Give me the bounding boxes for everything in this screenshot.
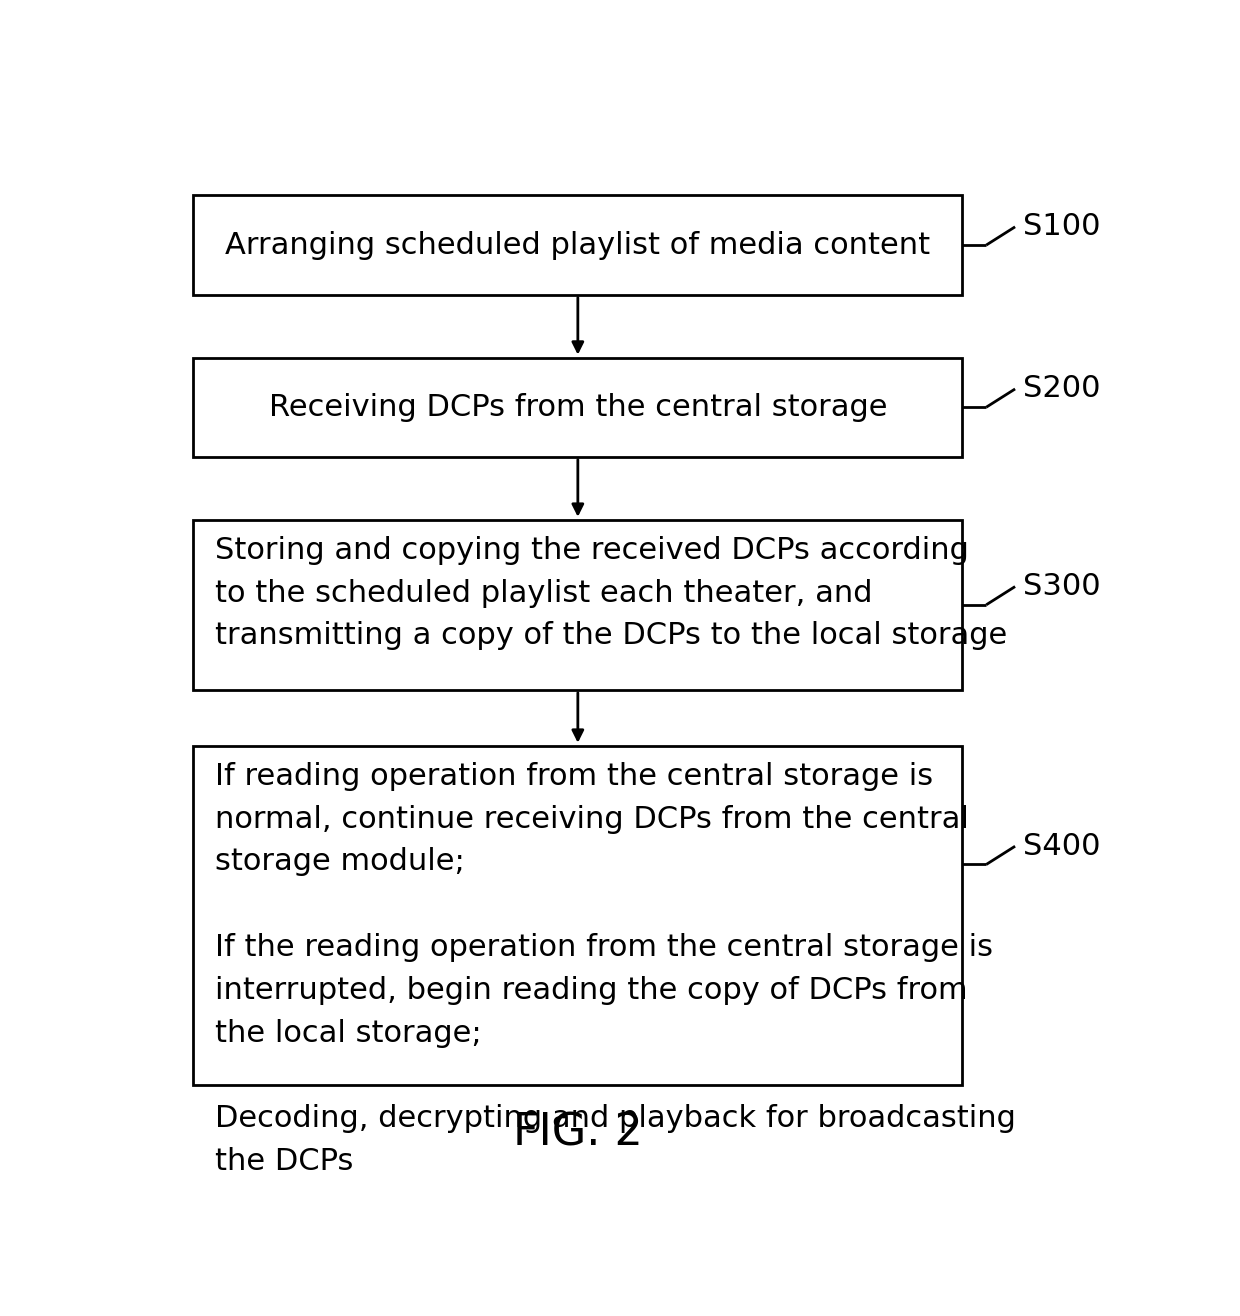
Text: Arranging scheduled playlist of media content: Arranging scheduled playlist of media co… [226,230,930,259]
Bar [193,746,962,1086]
Text: S300: S300 [1023,572,1100,601]
Text: Storing and copying the received DCPs according
to the scheduled playlist each t: Storing and copying the received DCPs ac… [215,536,1007,650]
Bar [193,358,962,457]
Text: FIG. 2: FIG. 2 [513,1111,642,1154]
Text: Receiving DCPs from the central storage: Receiving DCPs from the central storage [269,392,887,421]
Text: S200: S200 [1023,375,1100,404]
Bar [193,195,962,295]
Text: If reading operation from the central storage is
normal, continue receiving DCPs: If reading operation from the central st… [215,762,1016,1177]
Text: S100: S100 [1023,212,1100,241]
Text: S400: S400 [1023,832,1100,861]
Bar [193,520,962,690]
